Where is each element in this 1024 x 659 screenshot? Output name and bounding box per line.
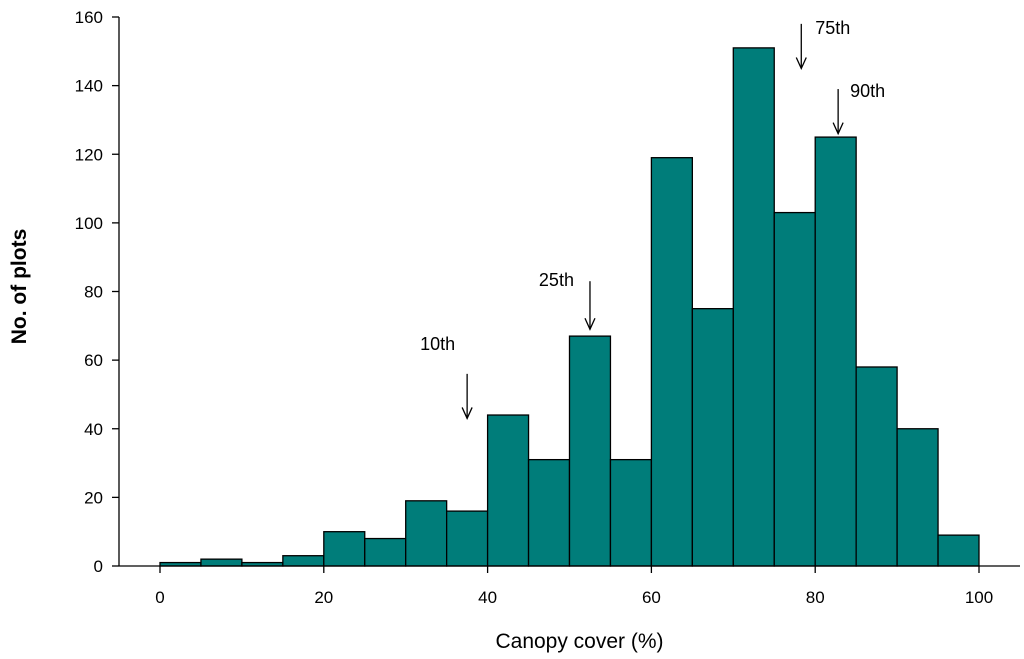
percentile-label: 10th (420, 334, 455, 354)
y-tick-label: 0 (94, 557, 103, 576)
histogram-bar-80-85 (814, 136, 857, 567)
arrow-down-icon (584, 317, 596, 331)
bars-group (159, 47, 980, 567)
percentile-marker-10th: 10th (420, 334, 473, 421)
y-tick-label: 80 (84, 283, 103, 302)
percentile-marker-75th: 75th (795, 18, 850, 71)
histogram-bar-15-20 (282, 555, 325, 567)
y-axis-title: No. of plots (8, 229, 31, 344)
histogram-bar-50-55 (568, 335, 612, 567)
axes-group: 0 20 40 60 80 100 120 140 160 0 20 40 60 80 100 (75, 8, 1020, 607)
percentile-marker-25th: 25th (539, 270, 596, 331)
percentile-marker-90th: 90th (832, 81, 885, 136)
histogram-bar-35-40 (445, 510, 489, 567)
y-tick-label: 20 (84, 488, 103, 507)
y-tick-label: 100 (75, 214, 103, 233)
x-tick-label: 0 (155, 588, 164, 607)
arrow-down-icon (461, 407, 473, 421)
histogram-bar-30-35 (405, 500, 448, 567)
y-tick-label: 60 (84, 351, 103, 370)
x-tick-label: 80 (806, 588, 825, 607)
histogram-bar-95-100 (937, 534, 980, 567)
x-axis-title: Canopy cover (%) (495, 630, 663, 653)
x-tick-label: 60 (642, 588, 661, 607)
histogram-bar-45-50 (527, 458, 571, 567)
x-tick-label: 40 (478, 588, 497, 607)
histogram-bar-75-80 (773, 211, 816, 567)
y-tick-label: 140 (75, 77, 103, 96)
histogram-bar-65-70 (691, 308, 734, 567)
histogram-bar-55-60 (609, 458, 653, 567)
histogram-bar-90-95 (896, 428, 939, 567)
x-tick-label: 20 (314, 588, 333, 607)
histogram-bar-5-10 (200, 558, 243, 567)
histogram-bar-70-75 (732, 47, 775, 567)
annotations-group: 10th 25th 75th 90th (420, 18, 885, 421)
histogram-bar-40-45 (486, 414, 530, 567)
x-tick-label: 100 (965, 588, 993, 607)
histogram-bar-25-30 (364, 537, 407, 567)
histogram-bar-20-25 (323, 531, 366, 567)
arrow-down-icon (832, 122, 844, 136)
y-tick-label: 160 (75, 8, 103, 27)
histogram-bar-85-90 (855, 366, 898, 567)
percentile-label: 90th (850, 81, 885, 101)
percentile-label: 25th (539, 270, 574, 290)
percentile-label: 75th (815, 18, 850, 38)
arrow-down-icon (795, 57, 807, 71)
y-tick-label: 40 (84, 420, 103, 439)
histogram-bar-60-65 (650, 157, 694, 567)
y-tick-label: 120 (75, 145, 103, 164)
